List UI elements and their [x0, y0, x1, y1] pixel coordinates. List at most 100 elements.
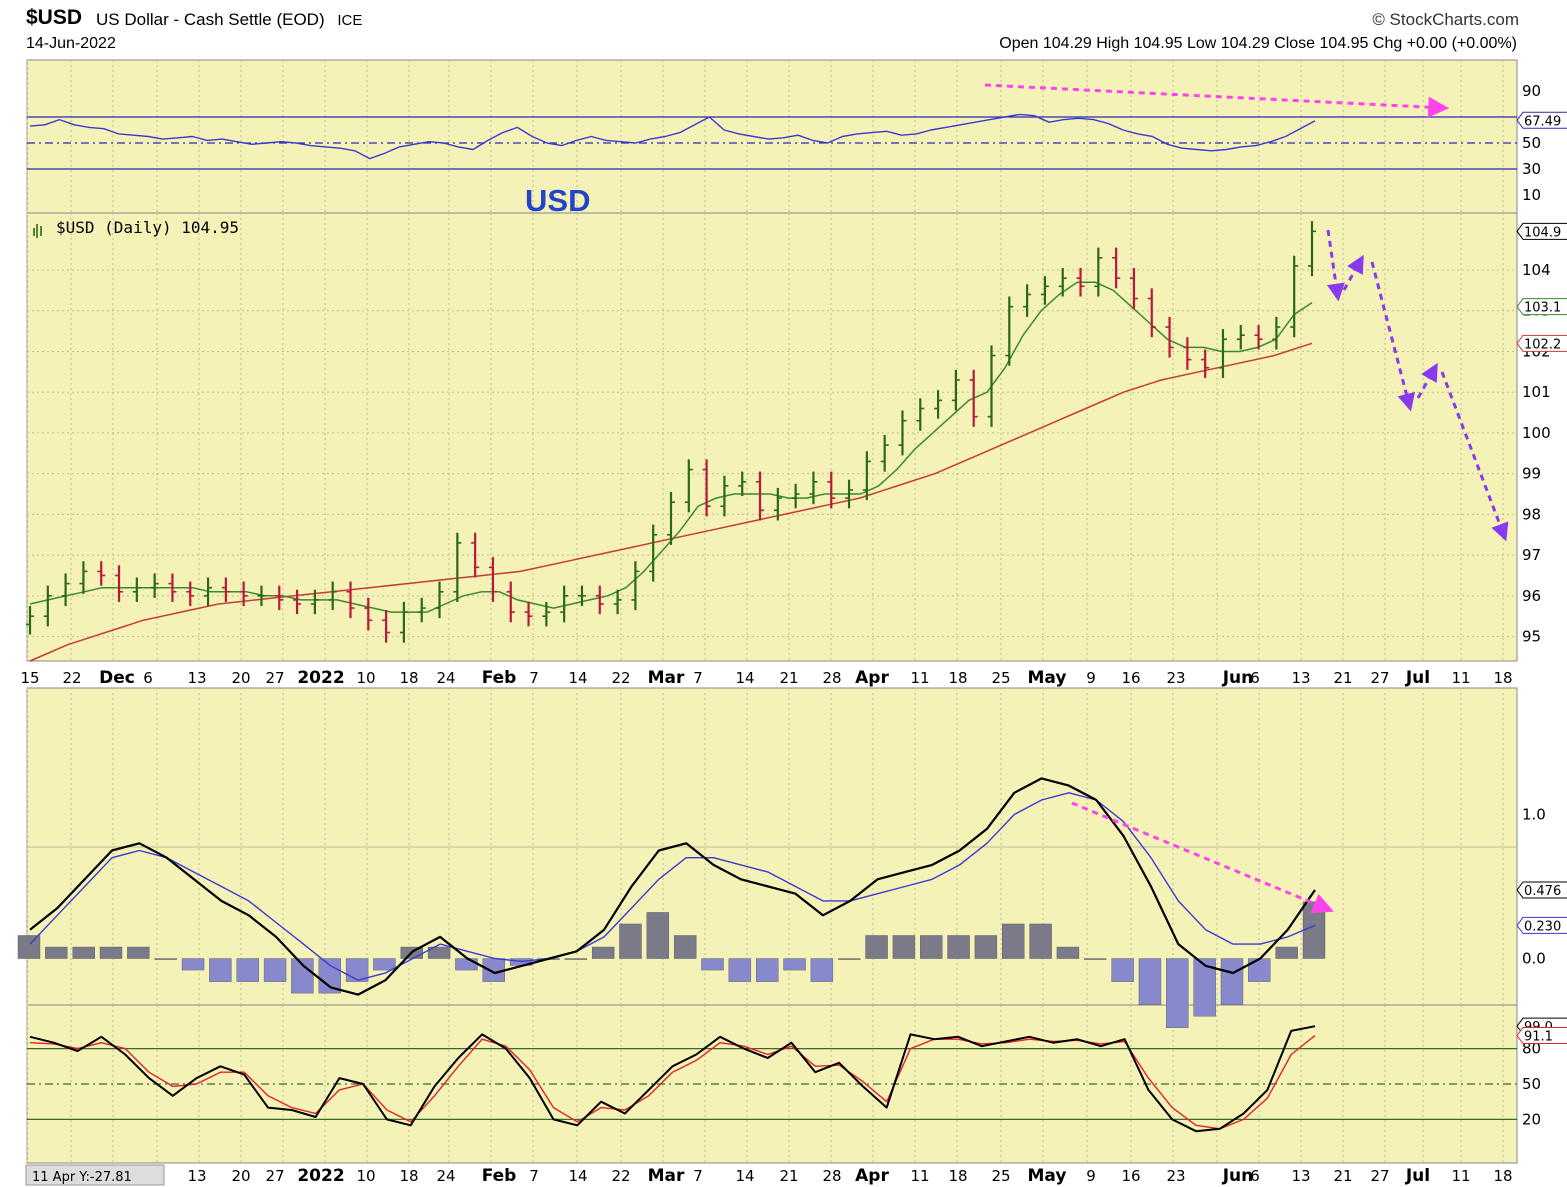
- stochastic-indicator: [27, 1025, 1517, 1133]
- macd-hist-6: [181, 958, 205, 971]
- macd-hist-20: [564, 958, 588, 960]
- ma-long-last-box: [1516, 334, 1567, 352]
- price-last-close-box: [1516, 222, 1567, 240]
- rsi-last-value: 67.49: [1524, 114, 1561, 129]
- macd-signal-line: [29, 792, 1316, 981]
- macd-hist-29: [810, 958, 834, 982]
- price-xtick-16: 7: [693, 669, 703, 687]
- macd-hist-28: [783, 958, 806, 971]
- macd-hist-26: [728, 958, 752, 982]
- macd-hist-23: [646, 912, 670, 959]
- price-xtick-27: 23: [1166, 669, 1185, 687]
- price-xtick-23: 25: [991, 669, 1010, 687]
- price-xtick-35: 18: [1493, 669, 1512, 687]
- price-bars: [26, 221, 1517, 662]
- macd-hist-5: [154, 958, 177, 960]
- brand-label: © StockCharts.com: [1372, 10, 1519, 29]
- macd-hist-40: [1111, 958, 1134, 982]
- ohlc-readout: Open 104.29 High 104.95 Low 104.29 Close…: [999, 35, 1517, 52]
- ticker-description: US Dollar - Cash Settle (EOD) ICE: [96, 10, 362, 30]
- stoch-xtick-11: Mar: [648, 1166, 685, 1186]
- price-xtick-12: 7: [529, 669, 539, 687]
- macd-indicator: [17, 777, 1517, 1028]
- macd-signal-last-box: [1516, 916, 1567, 934]
- stoch-xtick-9: 14: [568, 1167, 587, 1185]
- price-ytick-0: 104: [1522, 261, 1551, 279]
- price-xtick-30: 13: [1291, 669, 1310, 687]
- macd-hist-8: [236, 958, 259, 982]
- macd-line: [29, 777, 1316, 996]
- price-xtick-10: 24: [436, 669, 455, 687]
- rsi-ytick-3: 10: [1522, 186, 1541, 204]
- annotation-arrows: [984, 83, 1509, 914]
- stoch-xtick-16: Apr: [855, 1166, 889, 1186]
- price-xtick-22: 18: [948, 669, 967, 687]
- exchange-text: ICE: [337, 12, 363, 29]
- macd-hist-31: [865, 935, 888, 959]
- macd-hist-34: [947, 935, 970, 959]
- stoch-xtick-12: 7: [693, 1167, 703, 1185]
- chart-date: 14-Jun-2022: [26, 35, 116, 52]
- macd-hist-24: [673, 935, 697, 959]
- price-ytick-3: 101: [1522, 383, 1551, 401]
- macd-hist-16: [455, 958, 478, 971]
- description-text: US Dollar - Cash Settle (EOD): [96, 10, 325, 29]
- rsi-ytick-1: 50: [1522, 134, 1541, 152]
- stoch-ytick-0: 80: [1522, 1040, 1541, 1058]
- ma-short-last-box: [1516, 298, 1567, 316]
- price-panel: [26, 212, 1518, 662]
- price-projection-arrow-1: [1326, 229, 1345, 302]
- rsi-ytick-2: 30: [1522, 160, 1541, 178]
- stoch-xtick-24: Jun: [1222, 1166, 1254, 1186]
- stoch-xtick-1: 20: [231, 1167, 250, 1185]
- price-xtick-3: 6: [143, 669, 153, 687]
- macd-divergence-arrow: [1071, 801, 1334, 914]
- price-ytick-4: 100: [1522, 424, 1551, 442]
- macd-last-box: [1516, 881, 1567, 899]
- bar-chart-icon: [33, 224, 42, 238]
- macd-hist-13: [373, 958, 396, 971]
- stoch-x-axis: 13 20 27 2022 10 18 24 Feb 7 14 22 Mar 7 14 21 28 Apr 11 1…: [187, 1166, 1512, 1186]
- stoch-xtick-0: 13: [187, 1167, 206, 1185]
- stoch-xtick-6: 24: [436, 1167, 455, 1185]
- stoch-xtick-14: 21: [779, 1167, 798, 1185]
- stoch-xtick-13: 14: [735, 1167, 754, 1185]
- macd-hist-10: [291, 958, 314, 994]
- price-projection-arrow-3: [1370, 261, 1416, 412]
- macd-hist-30: [838, 958, 861, 960]
- rsi-indicator: [27, 113, 1517, 170]
- price-xtick-17: 14: [735, 669, 754, 687]
- macd-hist-9: [263, 958, 287, 982]
- price-xtick-33: Jul: [1405, 668, 1430, 688]
- stoch-xtick-19: 25: [991, 1167, 1010, 1185]
- rsi-panel: [26, 59, 1518, 214]
- macd-hist-17: [482, 958, 505, 982]
- price-xtick-5: 20: [231, 669, 250, 687]
- stoch-xtick-26: 13: [1291, 1167, 1310, 1185]
- macd-last: 0.476: [1524, 884, 1561, 899]
- price-xtick-29: 6: [1250, 669, 1260, 687]
- y-axis-labels: 9050301067.49104103102101100999897969510…: [1516, 82, 1567, 1128]
- stoch-xtick-20: May: [1028, 1166, 1067, 1186]
- price-ytick-6: 98: [1522, 505, 1541, 523]
- price-xtick-18: 21: [779, 669, 798, 687]
- macd-signal-last: 0.230: [1524, 919, 1561, 934]
- chart-header: $USD US Dollar - Cash Settle (EOD) ICE 1…: [0, 0, 1567, 58]
- price-ytick-5: 99: [1522, 465, 1541, 483]
- stoch-k-line: [29, 1025, 1316, 1133]
- rsi-panel-label: USD: [525, 183, 590, 218]
- price-xtick-21: 11: [910, 669, 929, 687]
- stoch-xtick-27: 21: [1333, 1167, 1352, 1185]
- stoch-xtick-4: 10: [356, 1167, 375, 1185]
- price-ytick-7: 97: [1522, 546, 1541, 564]
- price-x-axis: 15 22 Dec 6 13 20 27 2022 10 18 24 Feb 7 14 22 Mar 7 14 21…: [20, 668, 1512, 688]
- price-xtick-6: 27: [265, 669, 284, 687]
- price-xtick-2: Dec: [99, 668, 135, 688]
- macd-hist-47: [1302, 901, 1326, 959]
- price-xtick-34: 11: [1451, 669, 1470, 687]
- price-xtick-31: 21: [1333, 669, 1352, 687]
- price-xtick-19: 28: [822, 669, 841, 687]
- rsi-ytick-0: 90: [1522, 82, 1541, 100]
- stoch-xtick-8: 7: [529, 1167, 539, 1185]
- macd-hist-42: [1166, 958, 1189, 1028]
